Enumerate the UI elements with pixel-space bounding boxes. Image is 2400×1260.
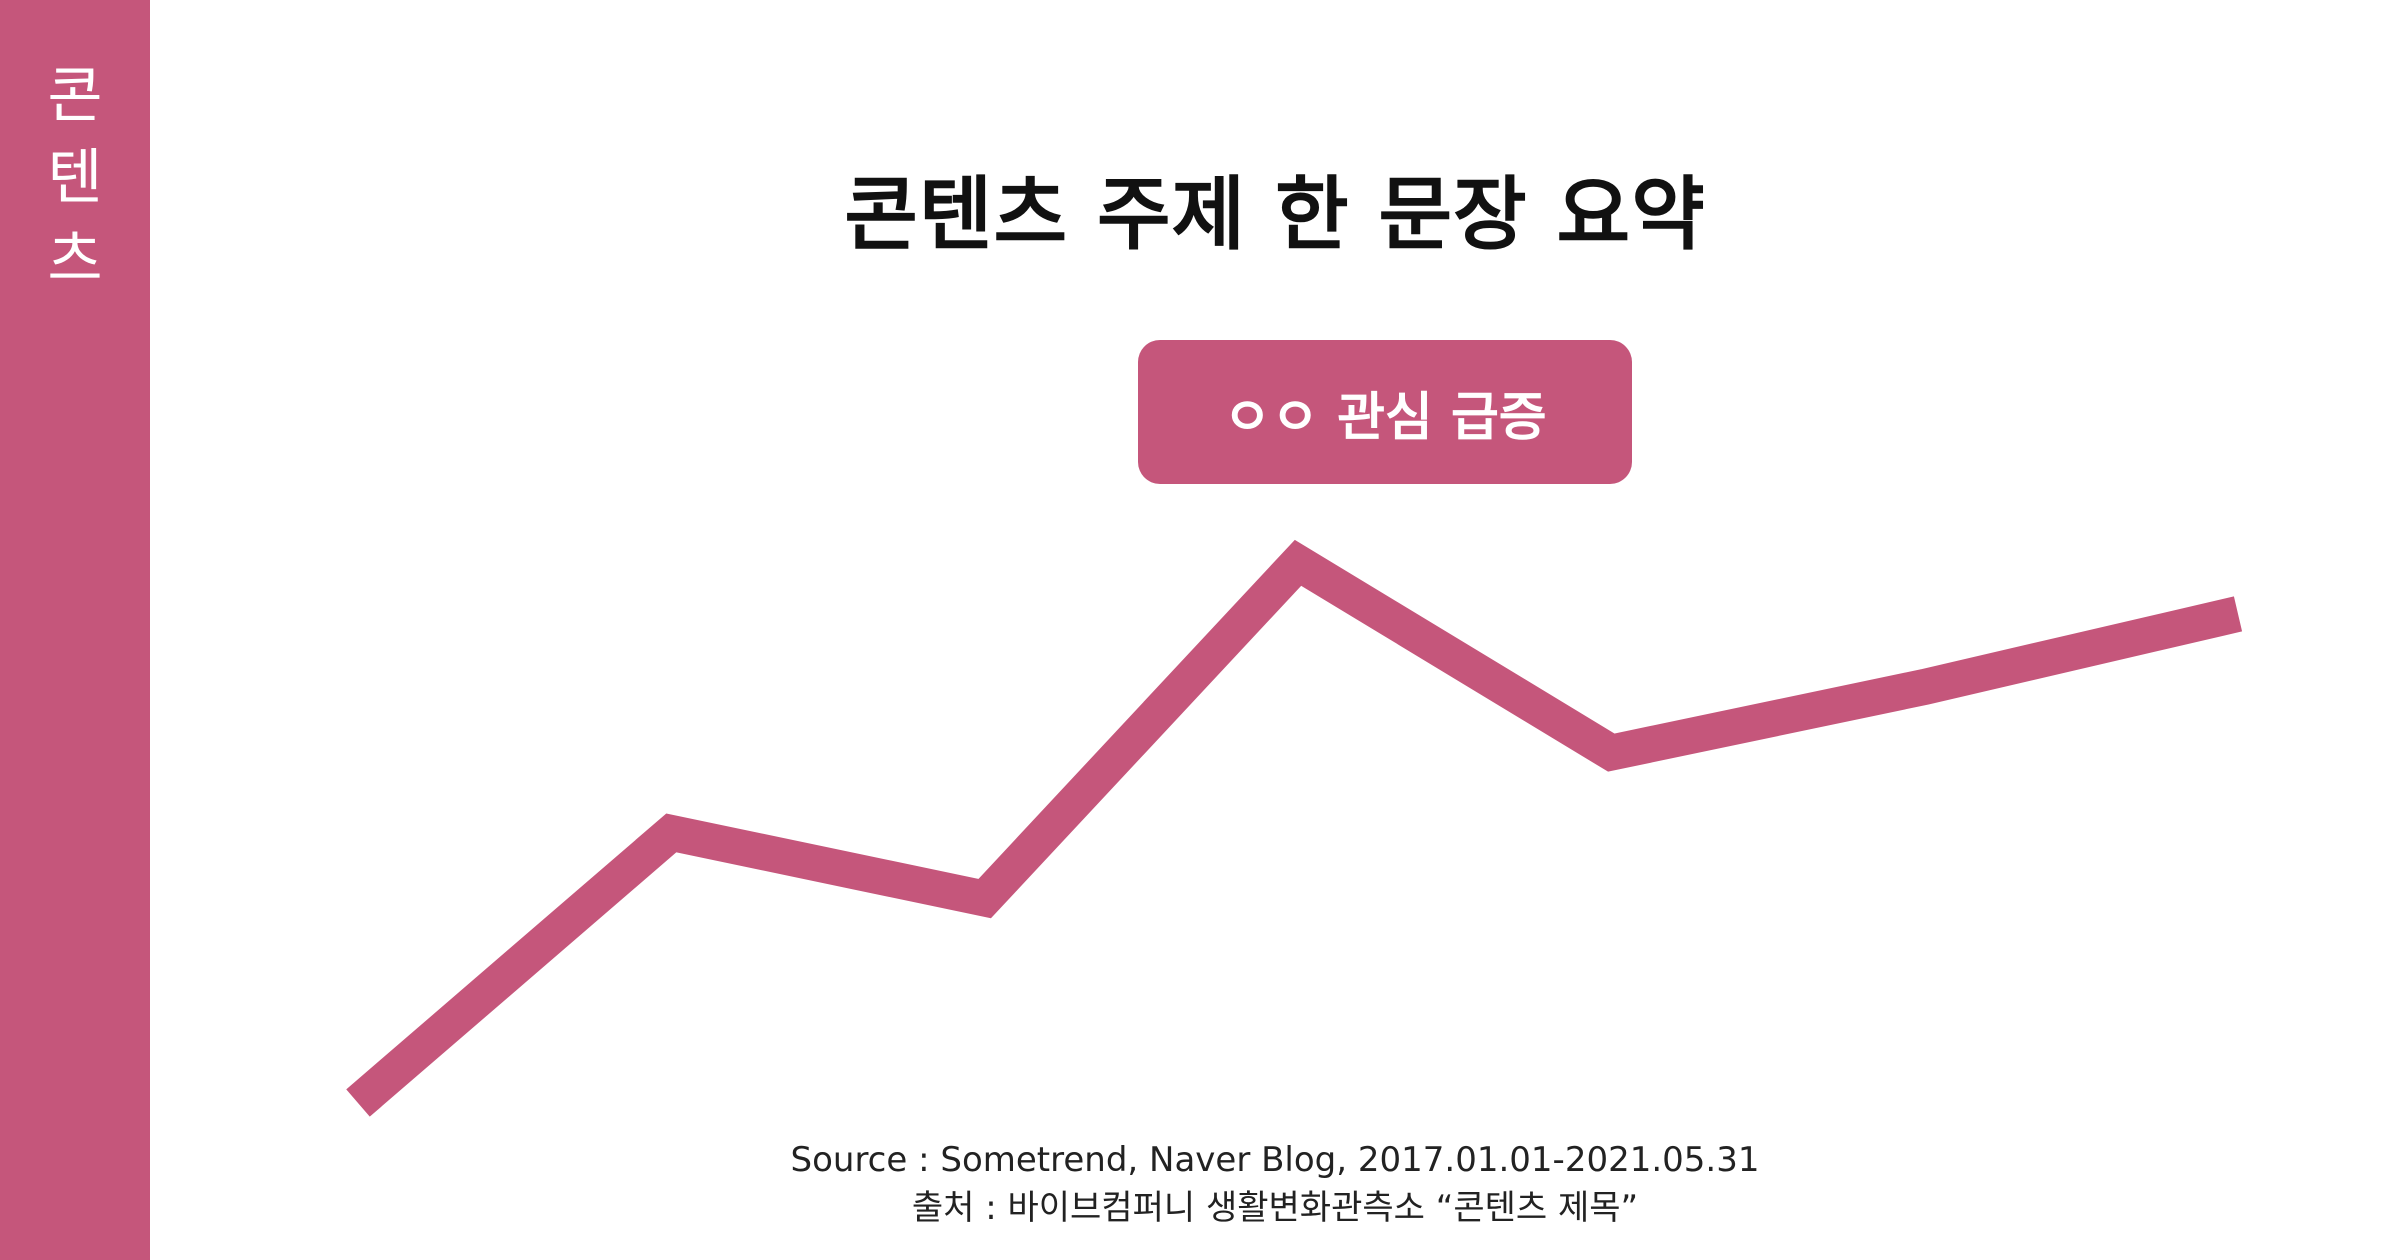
data-point: [1297, 562, 1299, 564]
source-line-english: Source : Sometrend, Naver Blog, 2017.01.…: [790, 1140, 1760, 1180]
data-point: [357, 1102, 359, 1104]
series-line-1: [346, 539, 2243, 1117]
data-point: [1610, 752, 1612, 754]
series-layer: [346, 539, 2243, 1117]
source-line-korean: 출처 : 바이브컴퍼니 생활변화관측소 “콘텐츠 제목”: [911, 1188, 1639, 1228]
data-point: [1924, 686, 1926, 688]
sidebar-label-char-2: 텐: [47, 143, 103, 213]
highlight-badge: ㅇㅇ 관심 급증: [1138, 340, 1632, 484]
sidebar: 콘 텐 츠: [0, 0, 150, 1260]
sidebar-label-char-1: 콘: [47, 61, 103, 131]
data-point: [670, 832, 672, 834]
sidebar-label-char-3: 츠: [47, 225, 103, 295]
data-point: [2237, 613, 2239, 615]
data-point: [984, 898, 986, 900]
page-title: 콘텐츠 주제 한 문장 요약: [844, 168, 1706, 261]
badge-label: ㅇㅇ 관심 급증: [1223, 387, 1547, 448]
source-note: Source : Sometrend, Naver Blog, 2017.01.…: [150, 1136, 2400, 1232]
sidebar-label: 콘 텐 츠: [0, 55, 150, 301]
